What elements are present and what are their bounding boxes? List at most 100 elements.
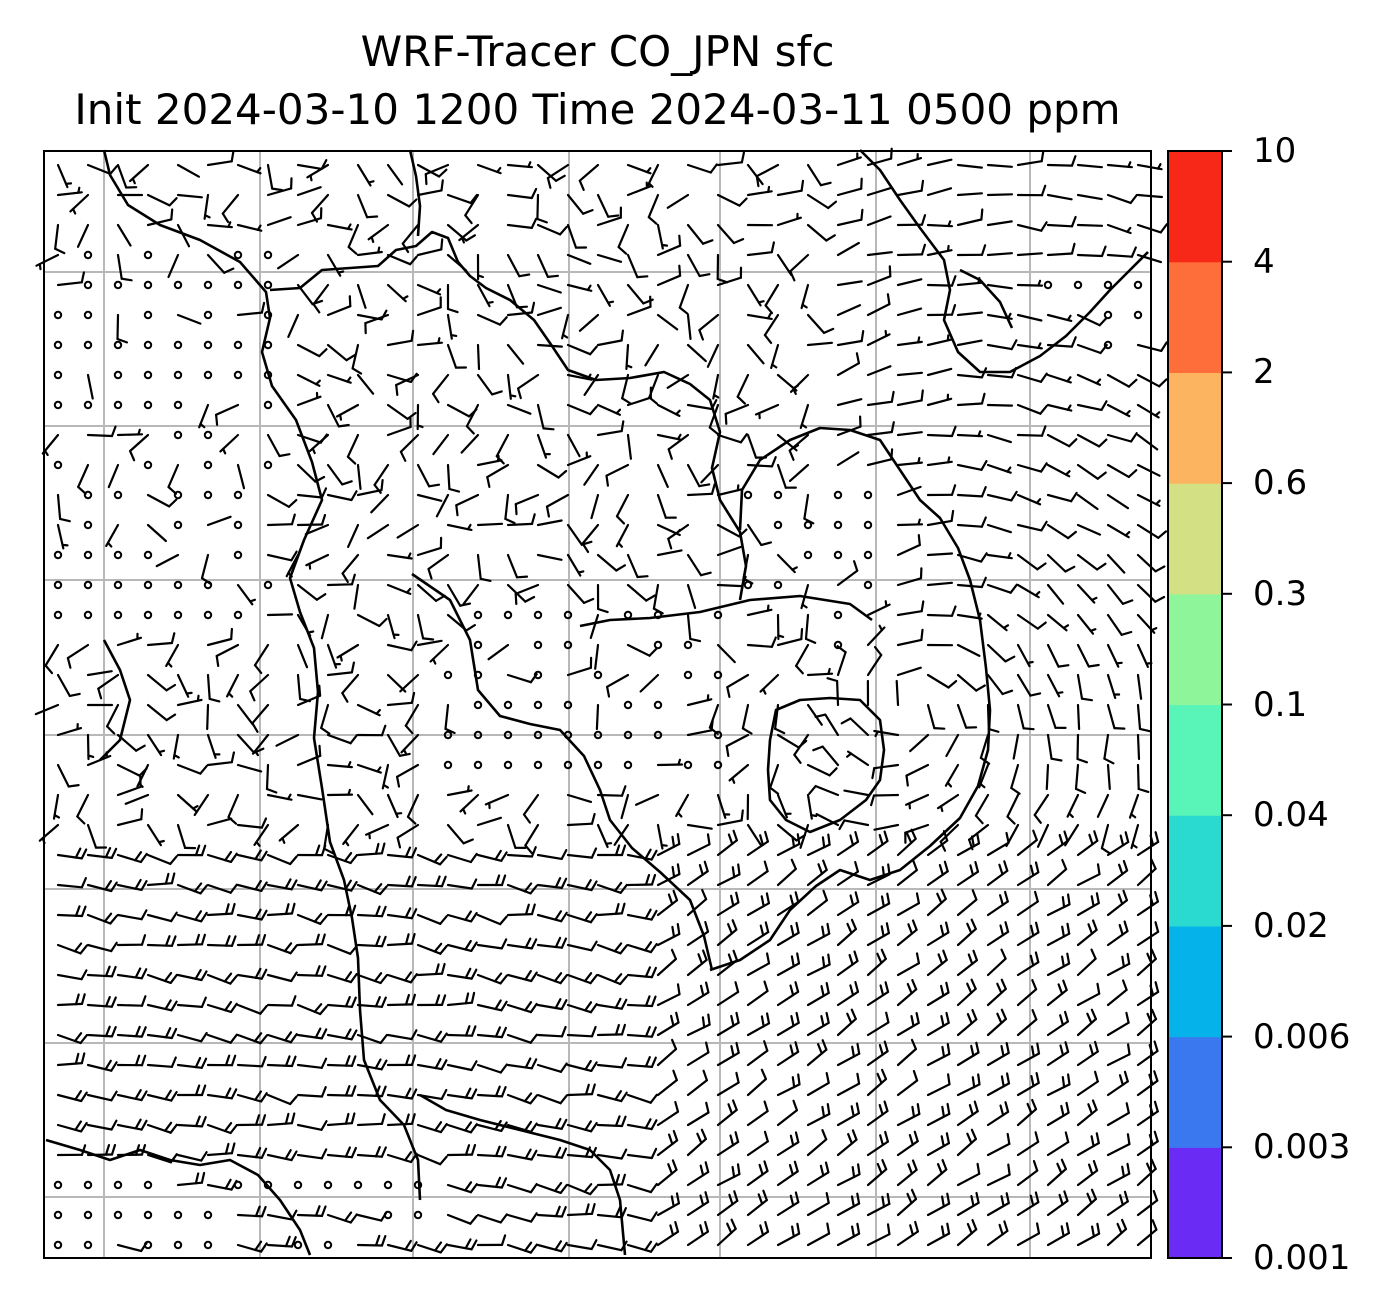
wind-barb [458, 223, 480, 244]
wind-barb [1136, 763, 1150, 794]
wind-barb [866, 1040, 889, 1067]
wind-barb [1136, 890, 1160, 917]
wind-barb [253, 643, 270, 675]
wind-barb [986, 433, 1013, 444]
wind-barb [626, 848, 658, 861]
calm-wind-circle [83, 520, 93, 530]
wind-barb [506, 1001, 538, 1014]
wind-barb [746, 163, 764, 186]
wind-barb [1136, 193, 1164, 199]
wind-barb [1106, 643, 1123, 668]
wind-barb [686, 1191, 710, 1217]
wind-barb [1106, 493, 1130, 510]
calm-wind-circle [83, 1180, 93, 1190]
calm-wind-circle [233, 280, 243, 290]
wind-barb [536, 910, 568, 923]
wind-barb [446, 283, 459, 314]
wind-barb [764, 283, 780, 315]
wind-barb [1106, 831, 1130, 857]
wind-barb [814, 713, 840, 737]
calm-wind-circle [83, 580, 93, 590]
wind-barb [656, 403, 681, 417]
calm-wind-circle [203, 370, 213, 380]
wind-barb [266, 1149, 298, 1162]
wind-barb [236, 1205, 267, 1218]
wind-barb [356, 1058, 388, 1071]
wind-barb [1106, 553, 1126, 574]
wind-barb [656, 1011, 680, 1037]
wind-barb [596, 583, 609, 614]
wind-barb [266, 513, 296, 527]
wind-barb [399, 673, 420, 693]
calm-wind-circle [1133, 310, 1143, 320]
wind-barb [176, 1031, 208, 1043]
wind-barb [639, 673, 660, 693]
wind-barb [296, 844, 327, 857]
wind-barb [176, 673, 193, 698]
wind-barb [326, 343, 357, 362]
calm-wind-circle [203, 1240, 213, 1250]
colorbar-tick-label: 0.6 [1253, 463, 1308, 504]
wind-barb [1046, 893, 1071, 917]
wind-barb [356, 479, 384, 497]
wind-barb [1076, 163, 1104, 169]
colorbar-tick-label: 0.006 [1253, 1016, 1351, 1057]
calm-wind-circle [203, 310, 213, 320]
wind-barb [116, 763, 148, 777]
wind-barb [56, 493, 71, 523]
wind-barb [176, 1115, 207, 1128]
wind-barb [536, 972, 568, 985]
wind-barb [367, 223, 390, 243]
wind-barb [356, 763, 382, 774]
wind-barb [1046, 643, 1070, 668]
wind-barb [566, 1025, 597, 1038]
wind-barb [86, 965, 117, 978]
wind-barb [845, 750, 870, 767]
wind-barb [926, 393, 953, 407]
calm-wind-circle [173, 520, 183, 530]
wind-barb [806, 1222, 831, 1247]
wind-barb [326, 490, 358, 502]
wind-barb [236, 1032, 268, 1045]
wind-barb [686, 313, 692, 340]
wind-barb [116, 223, 132, 247]
wind-barb [1046, 373, 1072, 384]
wind-barb [815, 812, 840, 827]
wind-barb [536, 1025, 567, 1038]
calm-wind-circle [143, 1180, 153, 1190]
wind-barb [926, 581, 954, 587]
wind-barb [176, 933, 206, 947]
colorbar-tick-label: 0.003 [1253, 1127, 1351, 1168]
wind-barb [56, 993, 86, 1007]
wind-barb [381, 763, 390, 790]
wind-barb [806, 1161, 830, 1187]
wind-barb [1136, 858, 1157, 887]
wind-barb [116, 909, 148, 921]
wind-barb [266, 1112, 296, 1127]
wind-barb [566, 879, 598, 892]
wind-barb [386, 552, 413, 560]
wind-barb [986, 921, 1010, 947]
wind-barb [506, 1057, 538, 1070]
wind-barb [1046, 1101, 1070, 1127]
wind-barb [1076, 1099, 1098, 1127]
wind-barb [626, 1240, 658, 1253]
wind-barb [1046, 1010, 1070, 1037]
wind-barb [206, 817, 233, 827]
wind-barb [356, 793, 374, 816]
wind-barb [1136, 1040, 1159, 1067]
wind-barb [566, 1239, 598, 1251]
wind-barb [416, 613, 435, 641]
wind-barb [896, 1188, 918, 1217]
colorbar-tick-label: 2 [1253, 352, 1275, 393]
wind-barb [836, 1042, 861, 1067]
wind-barb [656, 1129, 679, 1157]
wind-barb [386, 1054, 417, 1067]
wind-barb [1045, 763, 1050, 791]
wind-barb [581, 523, 600, 554]
wind-barb [956, 978, 977, 1007]
wind-barb [506, 1212, 538, 1223]
wind-barb [266, 550, 298, 562]
wind-barb [386, 691, 416, 707]
wind-barb [686, 949, 708, 977]
